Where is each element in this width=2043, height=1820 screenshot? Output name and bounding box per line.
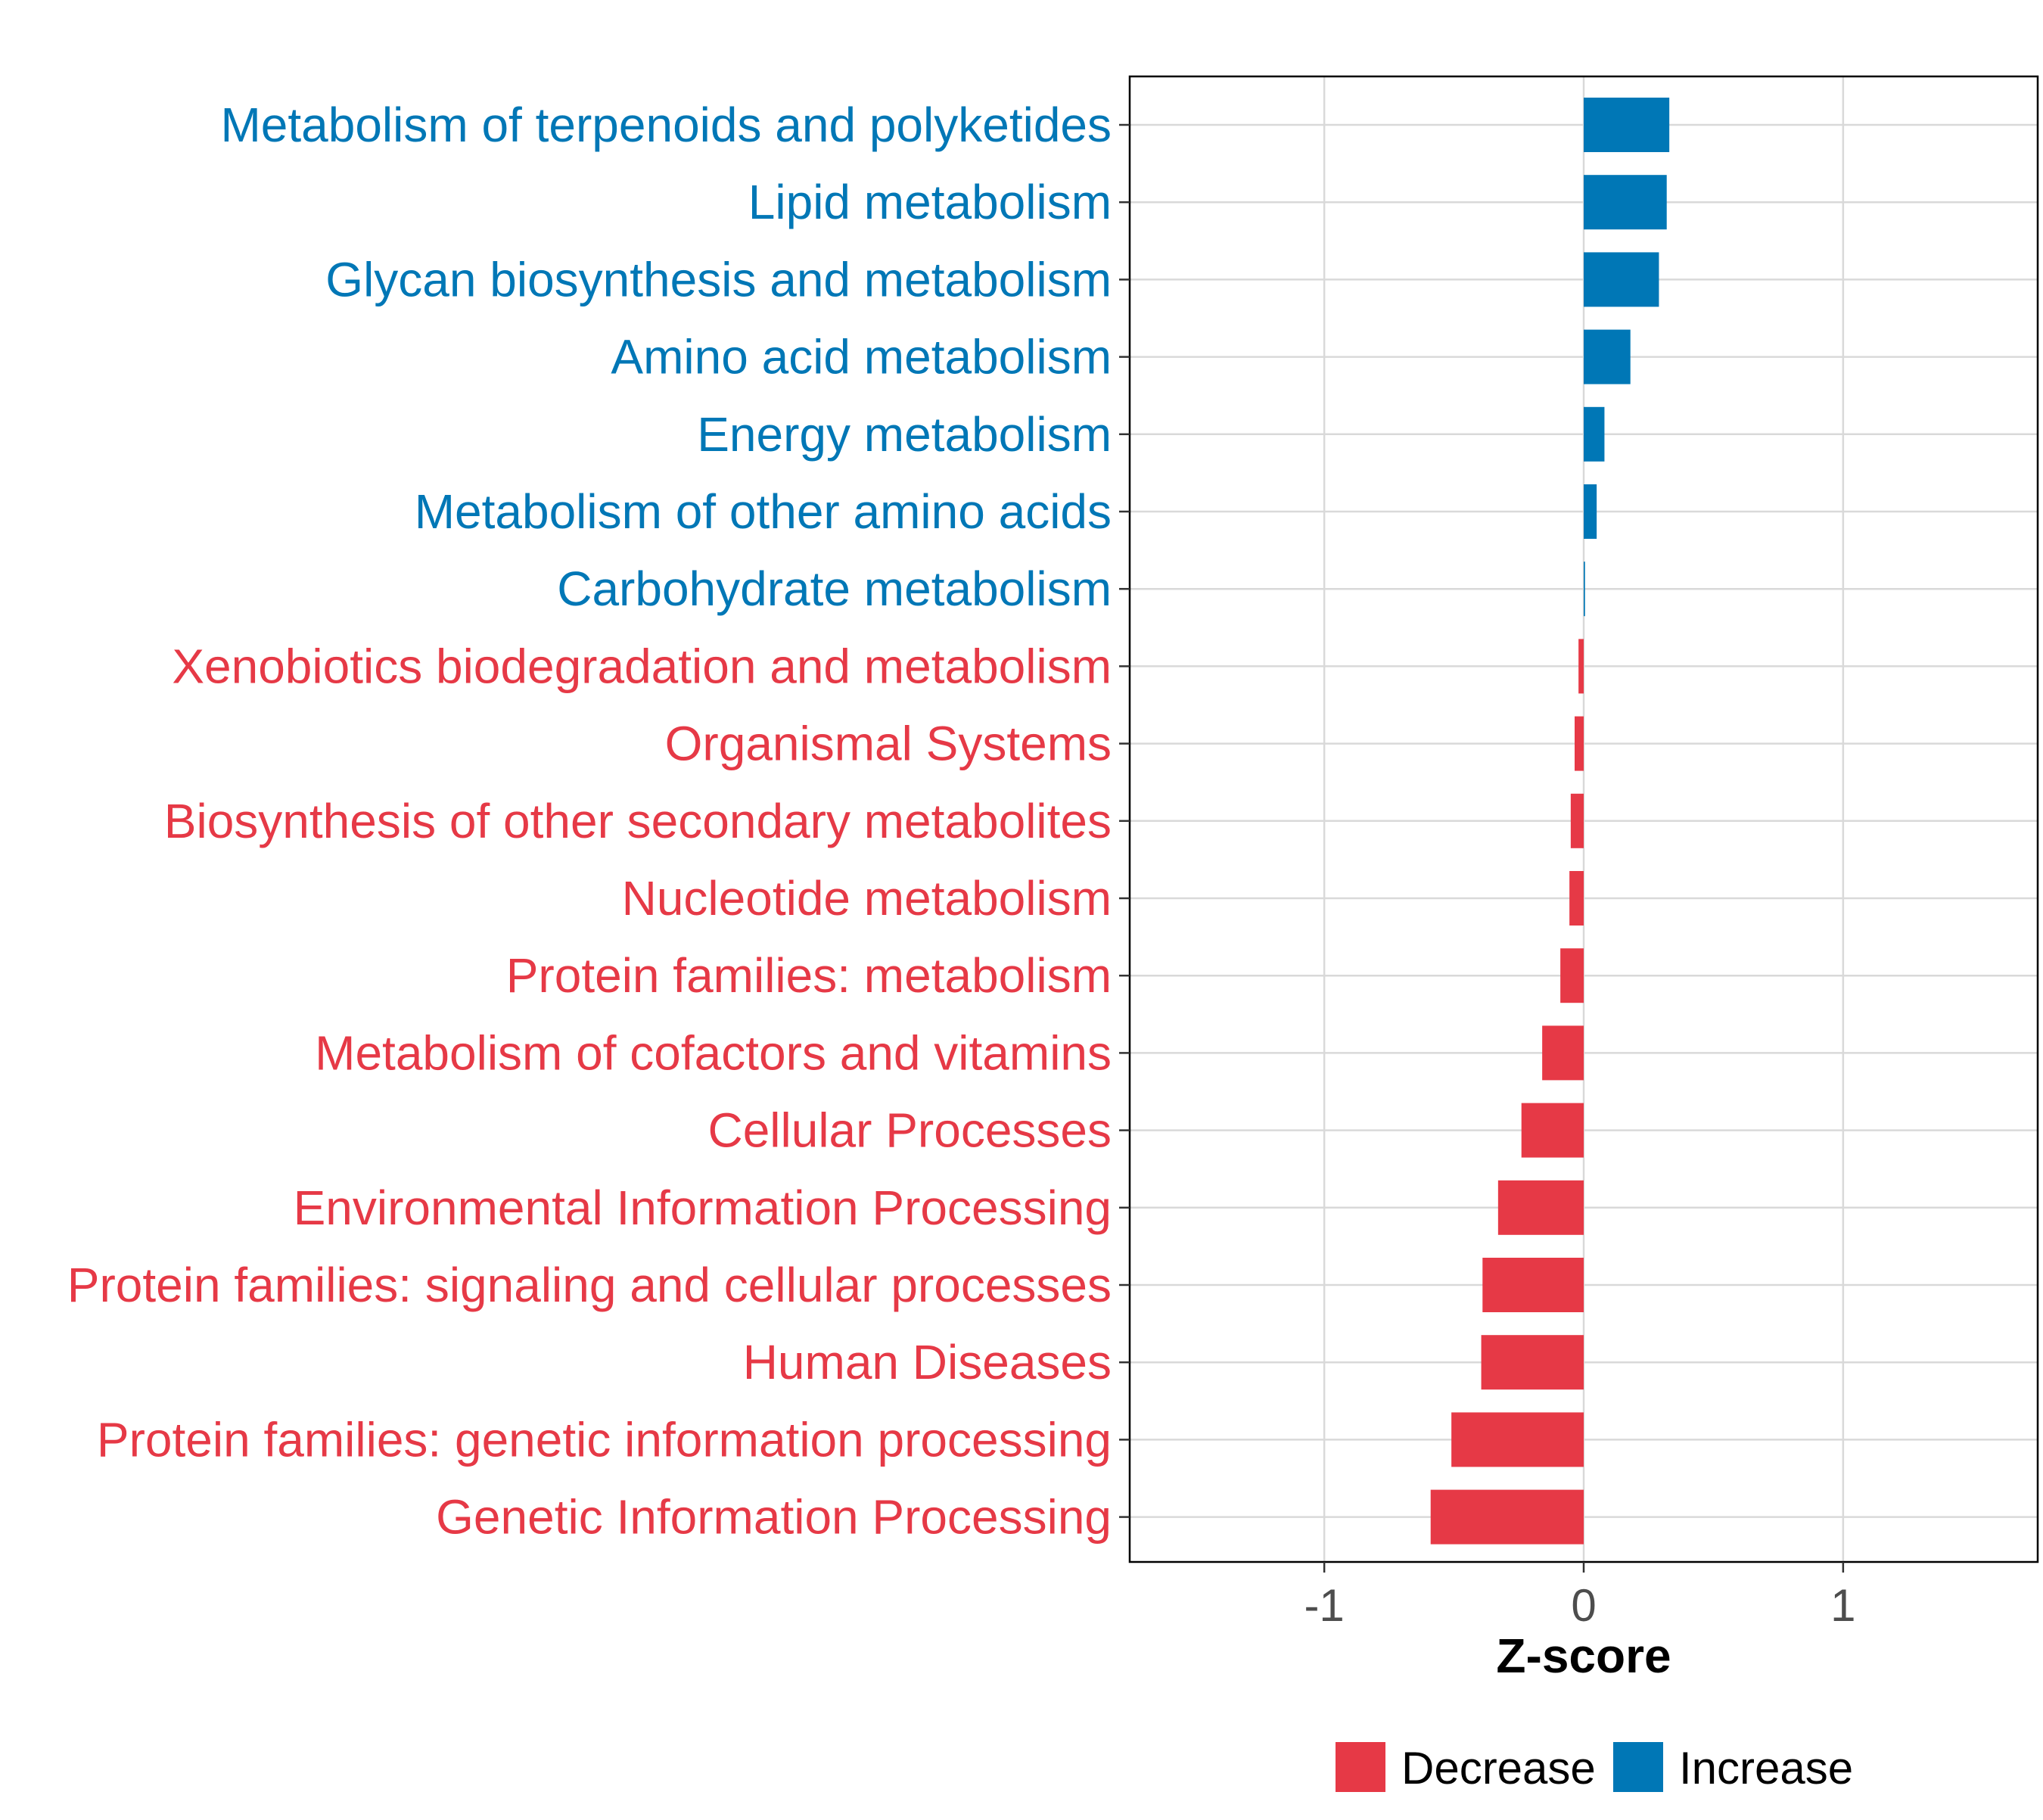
legend-swatch-decrease <box>1336 1742 1385 1792</box>
bar-protein-families-metabolism <box>1560 948 1584 1003</box>
x-tick-label: 0 <box>1571 1580 1596 1631</box>
y-tick-label-metabolism-of-other-amino-acids: Metabolism of other amino acids <box>415 484 1112 539</box>
y-tick-label-amino-acid-metabolism: Amino acid metabolism <box>611 330 1112 384</box>
x-tick-label: -1 <box>1304 1580 1344 1631</box>
y-tick-label-biosynthesis-of-other-secondary-metabolites: Biosynthesis of other secondary metaboli… <box>164 794 1112 848</box>
bar-carbohydrate-metabolism <box>1584 562 1585 617</box>
bar-amino-acid-metabolism <box>1584 329 1631 384</box>
bar-metabolism-of-cofactors-and-vitamins <box>1542 1025 1584 1081</box>
x-axis: -1 0 1 <box>1304 1562 1856 1631</box>
y-tick-label-protein-families-metabolism: Protein families: metabolism <box>506 948 1112 1003</box>
legend: Decrease Increase <box>1336 1742 1853 1794</box>
bar-metabolism-of-terpenoids-and-polyketides <box>1584 98 1670 152</box>
y-tick-label-protein-families-genetic-information-processing: Protein families: genetic information pr… <box>97 1412 1112 1467</box>
bar-protein-families-signaling-and-cellular-processes <box>1482 1258 1584 1312</box>
legend-label-increase: Increase <box>1679 1743 1853 1794</box>
y-tick-label-glycan-biosynthesis-and-metabolism: Glycan biosynthesis and metabolism <box>325 252 1112 306</box>
bar-xenobiotics-biodegradation-and-metabolism <box>1578 639 1584 694</box>
bar-biosynthesis-of-other-secondary-metabolites <box>1570 793 1584 848</box>
y-tick-label-nucleotide-metabolism: Nucleotide metabolism <box>622 871 1112 926</box>
bar-genetic-information-processing <box>1430 1489 1584 1545</box>
bar-protein-families-genetic-information-processing <box>1451 1412 1584 1467</box>
y-tick-label-genetic-information-processing: Genetic Information Processing <box>436 1490 1112 1545</box>
bar-energy-metabolism <box>1584 406 1605 462</box>
legend-swatch-increase <box>1613 1742 1663 1792</box>
legend-label-decrease: Decrease <box>1401 1743 1596 1794</box>
y-tick-label-lipid-metabolism: Lipid metabolism <box>748 175 1112 229</box>
bar-environmental-information-processing <box>1497 1180 1584 1235</box>
y-axis: Metabolism of terpenoids and polyketides… <box>67 98 1130 1545</box>
y-tick-label-carbohydrate-metabolism: Carbohydrate metabolism <box>557 562 1112 616</box>
bar-cellular-processes <box>1521 1103 1584 1158</box>
y-tick-label-protein-families-signaling-and-cellular-processes: Protein families: signaling and cellular… <box>67 1258 1112 1312</box>
y-tick-label-human-diseases: Human Diseases <box>743 1335 1112 1389</box>
bar-metabolism-of-other-amino-acids <box>1584 484 1597 539</box>
bar-glycan-biosynthesis-and-metabolism <box>1584 252 1659 307</box>
bar-human-diseases <box>1481 1335 1584 1390</box>
y-tick-label-metabolism-of-terpenoids-and-polyketides: Metabolism of terpenoids and polyketides <box>220 98 1112 152</box>
x-axis-title: Z-score <box>1496 1629 1671 1683</box>
x-tick-label: 1 <box>1830 1580 1855 1631</box>
bar-lipid-metabolism <box>1584 175 1667 230</box>
y-tick-label-xenobiotics-biodegradation-and-metabolism: Xenobiotics biodegradation and metabolis… <box>172 639 1112 693</box>
y-tick-label-metabolism-of-cofactors-and-vitamins: Metabolism of cofactors and vitamins <box>315 1025 1112 1080</box>
y-tick-label-environmental-information-processing: Environmental Information Processing <box>294 1181 1112 1235</box>
bar-organismal-systems <box>1575 716 1584 771</box>
bar-nucleotide-metabolism <box>1569 871 1584 926</box>
y-tick-label-cellular-processes: Cellular Processes <box>707 1103 1112 1158</box>
y-tick-label-organismal-systems: Organismal Systems <box>665 717 1112 771</box>
bar-layer <box>1430 98 1670 1545</box>
y-tick-label-energy-metabolism: Energy metabolism <box>697 407 1112 462</box>
